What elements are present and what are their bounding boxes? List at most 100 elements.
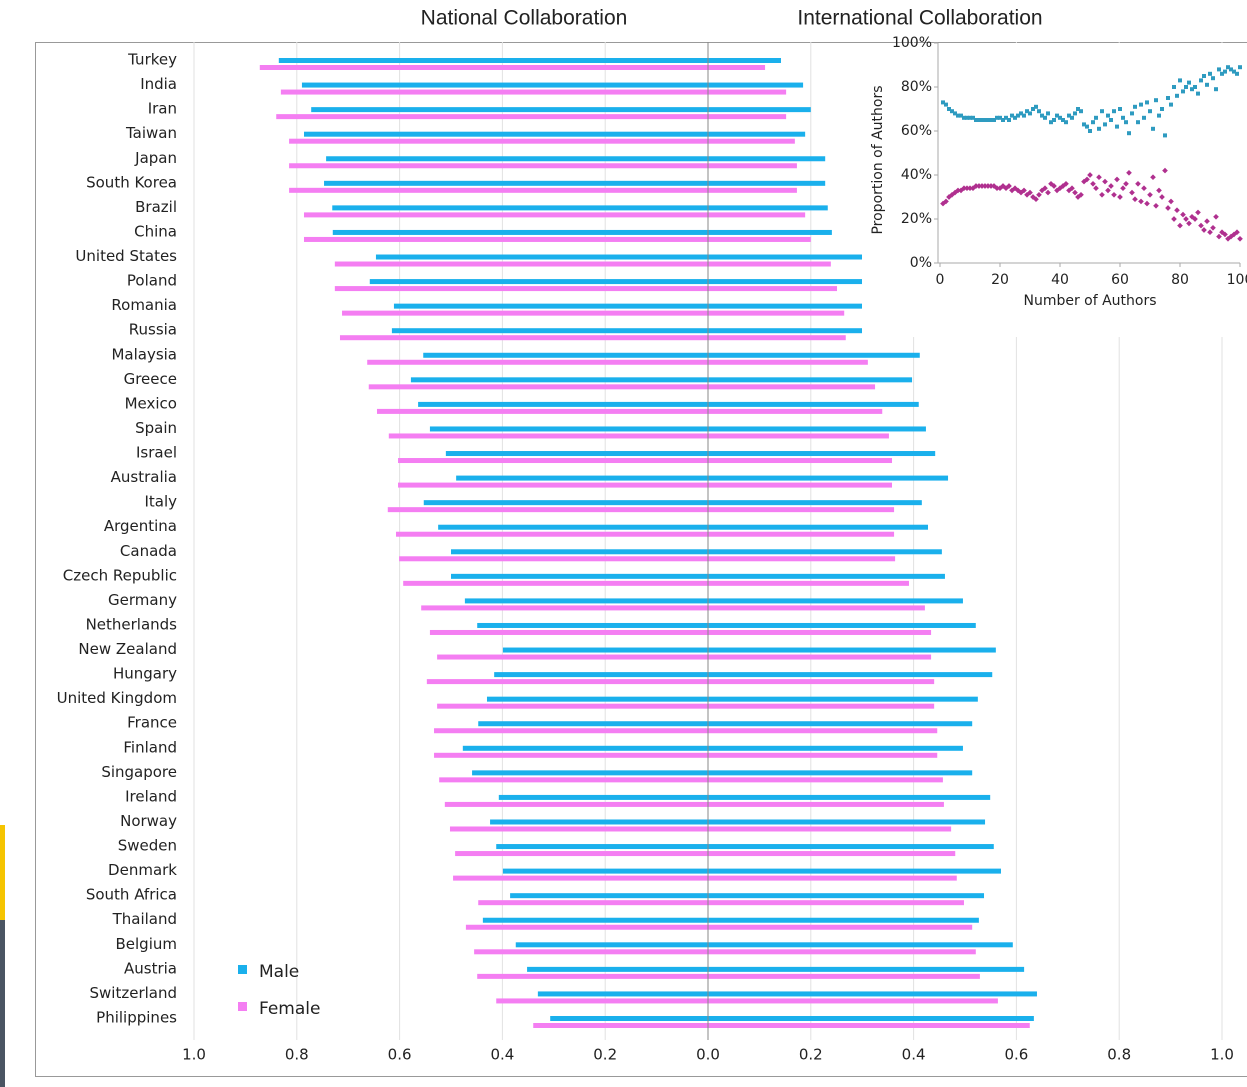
point xyxy=(1051,183,1057,189)
bar xyxy=(482,917,708,923)
bar xyxy=(388,433,708,439)
bar xyxy=(708,524,928,530)
y-tick-label: 80% xyxy=(901,79,932,95)
bar xyxy=(396,531,708,537)
bar xyxy=(498,794,708,800)
point xyxy=(1169,102,1173,107)
bar xyxy=(486,696,708,702)
y-tick-label: Sweden xyxy=(118,837,177,855)
x-tick-label: 0.2 xyxy=(593,1046,617,1064)
point xyxy=(1237,235,1243,242)
point xyxy=(1181,89,1185,94)
point xyxy=(992,118,996,122)
bar xyxy=(462,745,708,751)
point xyxy=(1078,191,1084,198)
point xyxy=(1141,185,1147,192)
bar xyxy=(708,794,991,800)
bar xyxy=(502,647,708,653)
bar xyxy=(410,377,708,383)
bar xyxy=(708,605,925,611)
y-tick-label: Canada xyxy=(120,542,177,560)
point xyxy=(1006,183,1012,189)
point xyxy=(1234,229,1240,236)
inset-chart: 0% 20% 40% 60% 80% 100% 0 20 40 60 80 100 Number of … xyxy=(870,35,1247,309)
point xyxy=(1022,113,1026,118)
point xyxy=(1226,65,1230,70)
x-tick-label: 0.6 xyxy=(1004,1046,1028,1064)
y-tick-label: Philippines xyxy=(96,1009,177,1027)
point xyxy=(1154,98,1158,103)
bar xyxy=(708,261,831,267)
x-tick-label: 0.8 xyxy=(1107,1046,1131,1064)
bar xyxy=(426,679,708,685)
y-tick-label: Turkey xyxy=(127,51,177,69)
bar xyxy=(334,286,708,292)
bar xyxy=(708,156,826,162)
point xyxy=(1091,120,1095,125)
point xyxy=(982,183,988,189)
bar xyxy=(496,998,708,1004)
bar xyxy=(438,524,708,530)
legend-swatch xyxy=(238,1002,247,1011)
point xyxy=(986,118,990,122)
point xyxy=(1198,222,1204,229)
x-tick-label: 0.8 xyxy=(285,1046,309,1064)
point xyxy=(1019,111,1023,116)
bar xyxy=(393,303,708,309)
bar xyxy=(708,973,980,979)
point xyxy=(965,115,969,120)
bar xyxy=(708,426,926,432)
bar xyxy=(708,745,963,751)
bar xyxy=(708,573,945,579)
point xyxy=(1121,115,1125,120)
point xyxy=(1108,183,1114,189)
point xyxy=(1070,115,1074,120)
legend-label: Female xyxy=(259,999,320,1019)
bar xyxy=(708,703,935,709)
point xyxy=(1046,111,1050,116)
bar xyxy=(708,949,976,955)
y-tick-label: United States xyxy=(75,247,177,265)
point xyxy=(1159,194,1165,200)
point xyxy=(1109,118,1113,122)
bar xyxy=(708,721,973,727)
point xyxy=(1192,216,1198,222)
bar xyxy=(708,819,986,825)
y-tick-label: United Kingdom xyxy=(57,689,177,707)
point xyxy=(1222,231,1228,238)
bar xyxy=(708,549,942,555)
point xyxy=(968,115,972,120)
point xyxy=(1166,96,1170,100)
bar xyxy=(280,89,708,95)
bar xyxy=(708,82,804,88)
point xyxy=(974,118,978,122)
bar xyxy=(391,328,708,334)
bar xyxy=(708,875,957,881)
bar xyxy=(708,433,889,439)
bar xyxy=(708,654,932,660)
y-tick-label: Denmark xyxy=(108,861,177,879)
bar xyxy=(708,180,826,186)
point xyxy=(1235,71,1239,76)
y-tick-label: Russia xyxy=(129,321,177,339)
point xyxy=(1217,67,1221,72)
bar xyxy=(496,844,708,850)
point xyxy=(1199,78,1203,83)
bar xyxy=(708,303,885,309)
bar xyxy=(368,384,708,390)
bar xyxy=(708,163,797,169)
y-tick-label: Hungary xyxy=(113,665,177,683)
point xyxy=(1183,216,1189,222)
point xyxy=(1165,205,1171,211)
point xyxy=(1111,191,1117,198)
point xyxy=(1133,104,1137,109)
point xyxy=(1148,109,1152,114)
point xyxy=(994,185,1000,192)
point xyxy=(1213,213,1219,220)
point xyxy=(979,183,985,189)
point xyxy=(1156,187,1162,194)
point xyxy=(1210,224,1216,231)
point xyxy=(956,113,960,118)
bar xyxy=(494,672,708,678)
